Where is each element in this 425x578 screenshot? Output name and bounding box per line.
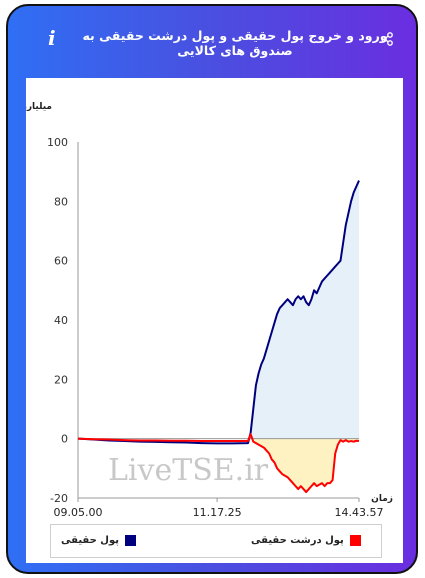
x-tick-label: 11.17.25	[193, 506, 242, 519]
chart-svg: میلیارد تومان -20 0 20 40 60 80 100 09.05.00 11.1…	[26, 102, 393, 519]
legend-swatch-real-money	[124, 534, 136, 546]
legend-label-real-money: پول حقیقی	[61, 535, 119, 546]
large-real-money-area	[248, 438, 359, 493]
legend-item-real-money[interactable]: پول حقیقی	[61, 534, 136, 548]
y-tick-label: 0	[61, 433, 68, 446]
x-tick-label: 14.43.57	[335, 506, 384, 519]
real-money-line	[77, 180, 360, 445]
legend-item-large-real-money[interactable]: پول درشت حقیقی	[251, 534, 361, 548]
y-tick-label: 20	[54, 373, 68, 386]
y-tick-label: 60	[54, 255, 68, 268]
chart-header: ورود و خروج پول حقیقی و پول درشت حقیقی ب…	[8, 6, 416, 74]
y-tick-label: 100	[47, 136, 68, 149]
y-tick-label: -20	[50, 492, 68, 505]
real-money-area	[248, 180, 359, 444]
info-icon[interactable]: i	[48, 26, 56, 50]
chart-panel: میلیارد تومان -20 0 20 40 60 80 100 09.05.00 11.1…	[26, 78, 403, 563]
share-icon[interactable]	[380, 32, 394, 46]
y-tick-label: 80	[54, 195, 68, 208]
chart-title: ورود و خروج پول حقیقی و پول درشت حقیقی ب…	[82, 28, 388, 58]
legend-label-large-real-money: پول درشت حقیقی	[251, 535, 344, 546]
large-real-money-line	[77, 433, 360, 494]
watermark: LiveTSE.ir	[108, 453, 269, 488]
x-axis-label: زمان	[371, 494, 393, 504]
chart-card: ورود و خروج پول حقیقی و پول درشت حقیقی ب…	[6, 4, 418, 574]
chart-legend: پول درشت حقیقی پول حقیقی	[50, 524, 382, 558]
x-tick-label: 09.05.00	[54, 506, 103, 519]
legend-swatch-large-real-money	[349, 534, 361, 546]
y-tick-label: 40	[54, 314, 68, 327]
y-axis-label: میلیارد تومان	[26, 102, 52, 112]
